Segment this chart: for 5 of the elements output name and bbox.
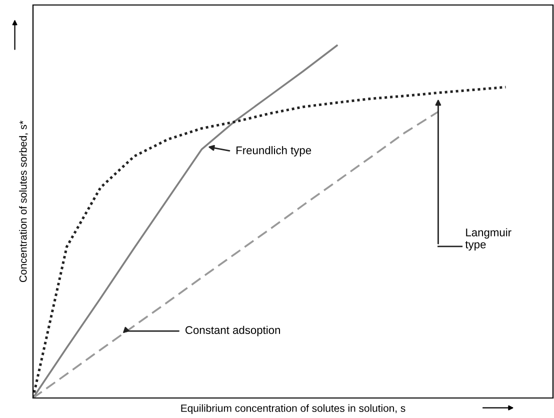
annotation: Freundlich type [236,146,312,156]
annotation: Langmuir type [465,228,512,251]
x-axis-title: Equilibrium concentration of solutes in solution, s [181,404,406,414]
y-axis-title: Concentration of solutes sorbed, s* [19,120,28,282]
annotation: Constant adsoption [186,326,280,336]
